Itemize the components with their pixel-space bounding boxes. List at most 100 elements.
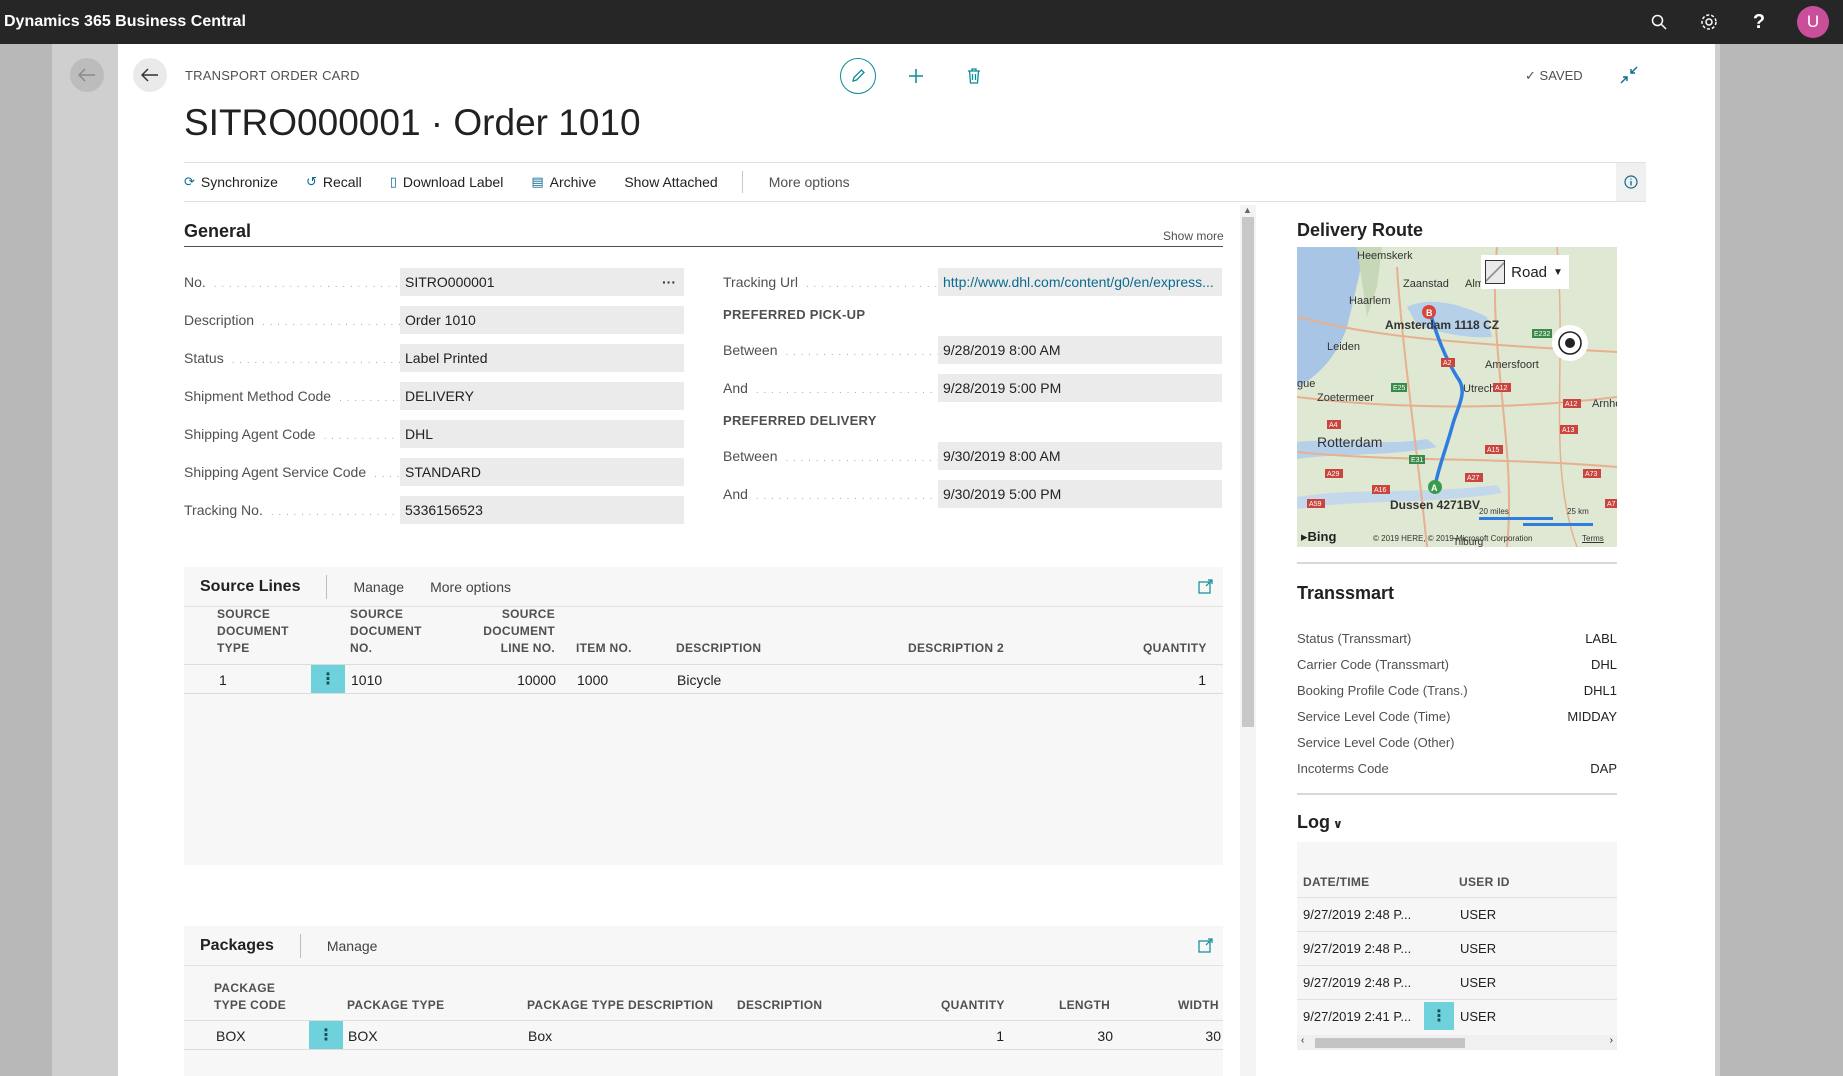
column-header-doc-type[interactable]: SOURCE DOCUMENT TYPE <box>217 607 289 655</box>
column-header-datetime[interactable]: DATE/TIME <box>1303 875 1370 889</box>
search-icon[interactable] <box>1647 10 1671 34</box>
column-header-doc-no[interactable]: SOURCE DOCUMENT NO. <box>350 607 422 655</box>
log-cell-datetime[interactable]: 9/27/2019 2:48 P... <box>1303 941 1412 956</box>
column-header-length[interactable]: LENGTH <box>1059 998 1111 1012</box>
column-header-type-code[interactable]: PACKAGE TYPE CODE <box>214 981 287 1012</box>
divider <box>184 693 1223 694</box>
column-header-description2[interactable]: DESCRIPTION 2 <box>908 641 1004 655</box>
shipment-method-input[interactable]: DELIVERY <box>400 382 684 410</box>
more-options-button[interactable]: More options <box>430 578 512 595</box>
route-map[interactable]: B A Heemskerk Zaanstad Alm Haarlem Amste… <box>1297 247 1617 547</box>
scroll-right-icon[interactable]: › <box>1609 1035 1613 1046</box>
general-heading[interactable]: General <box>184 221 252 241</box>
log-cell-datetime[interactable]: 9/27/2019 2:41 P... <box>1303 1009 1412 1024</box>
manage-button[interactable]: Manage <box>353 578 405 595</box>
more-options-button[interactable]: More options <box>768 174 850 190</box>
column-header-type-description[interactable]: PACKAGE TYPE DESCRIPTION <box>527 998 714 1012</box>
shipping-agent-input[interactable]: DHL <box>400 420 684 448</box>
scrollbar-thumb[interactable] <box>1242 217 1254 727</box>
shipping-agent-service-input[interactable]: STANDARD <box>400 458 684 486</box>
log-heading[interactable]: Log ∨ <box>1297 812 1343 832</box>
pickup-between-input[interactable]: 9/28/2019 8:00 AM <box>938 336 1222 364</box>
source-lines-title[interactable]: Source Lines <box>200 577 301 595</box>
column-header-package-type[interactable]: PACKAGE TYPE <box>347 998 445 1012</box>
packages-title[interactable]: Packages <box>200 936 274 954</box>
description-input[interactable]: Order 1010 <box>400 306 684 334</box>
log-cell-user[interactable]: USER <box>1460 975 1497 990</box>
delete-button[interactable] <box>956 58 992 94</box>
info-icon[interactable] <box>1616 163 1646 201</box>
app-title[interactable]: Dynamics 365 Business Central <box>4 13 246 30</box>
log-horizontal-scrollbar[interactable]: ‹ › <box>1297 1035 1617 1050</box>
cell-doc-no[interactable]: 1010 <box>351 672 383 688</box>
delivery-between-input[interactable]: 9/30/2019 8:00 AM <box>938 442 1222 470</box>
column-header-description[interactable]: DESCRIPTION <box>737 998 823 1012</box>
column-header-width[interactable]: WIDTH <box>1178 998 1219 1012</box>
recall-button[interactable]: ↺ Recall <box>305 174 362 190</box>
divider <box>1297 793 1617 795</box>
download-label-button[interactable]: ▯ Download Label <box>389 174 504 190</box>
column-header-description[interactable]: DESCRIPTION <box>676 641 762 655</box>
column-header-quantity[interactable]: QUANTITY <box>941 998 1005 1012</box>
field-delivery-between: Between 9/30/2019 8:00 AM <box>723 442 1222 470</box>
column-header-user[interactable]: USER ID <box>1459 875 1510 889</box>
show-more-link[interactable]: Show more <box>1163 229 1224 243</box>
cell-package-type[interactable]: BOX <box>348 1028 378 1044</box>
edit-button[interactable] <box>840 58 876 94</box>
synchronize-button[interactable]: ⟳ Synchronize <box>184 174 278 190</box>
column-header-line-no[interactable]: SOURCE DOCUMENT LINE NO. <box>483 607 555 655</box>
cell-width[interactable]: 30 <box>1205 1028 1221 1044</box>
log-cell-datetime[interactable]: 9/27/2019 2:48 P... <box>1303 907 1412 922</box>
scrollbar-thumb[interactable] <box>1315 1038 1465 1048</box>
manage-button[interactable]: Manage <box>326 937 378 954</box>
help-icon[interactable]: ? <box>1752 10 1766 33</box>
background-back-icon[interactable] <box>70 58 104 92</box>
column-header-item-no[interactable]: ITEM NO. <box>576 641 632 655</box>
cell-length[interactable]: 30 <box>1097 1028 1113 1044</box>
cell-quantity[interactable]: 1 <box>1198 672 1206 688</box>
avatar[interactable]: U <box>1797 6 1829 38</box>
map-label-alm: Alm <box>1465 278 1484 290</box>
tracking-url-link[interactable]: http://www.dhl.com/content/g0/en/express… <box>938 268 1222 296</box>
collapse-icon[interactable] <box>1620 66 1638 89</box>
carrier-code-row: Carrier Code (Transsmart) DHL <box>1297 657 1617 672</box>
log-cell-datetime[interactable]: 9/27/2019 2:48 P... <box>1303 975 1412 990</box>
cell-description[interactable]: Bicycle <box>677 672 722 688</box>
no-input[interactable]: SITRO000001 ··· <box>400 268 684 296</box>
lookup-icon[interactable]: ··· <box>662 274 676 290</box>
svg-text:A59: A59 <box>1309 501 1322 508</box>
log-cell-user[interactable]: USER <box>1460 1009 1497 1024</box>
archive-button[interactable]: ▤ Archive <box>531 174 597 190</box>
row-actions-icon[interactable]: ⋮ <box>1424 1002 1454 1030</box>
expand-icon[interactable] <box>1198 938 1213 956</box>
log-cell-user[interactable]: USER <box>1460 907 1497 922</box>
scroll-left-icon[interactable]: ‹ <box>1301 1035 1305 1046</box>
cell-doc-type[interactable]: 1 <box>219 672 227 688</box>
status-input[interactable]: Label Printed <box>400 344 684 372</box>
svg-text:A15: A15 <box>1487 447 1500 454</box>
cell-type-description[interactable]: Box <box>528 1028 553 1044</box>
column-header-quantity[interactable]: QUANTITY <box>1143 641 1207 655</box>
map-style-selector[interactable]: Road <box>1481 255 1547 289</box>
gear-icon[interactable] <box>1697 10 1721 34</box>
chevron-down-icon[interactable]: ▼ <box>1547 255 1569 289</box>
cell-item-no[interactable]: 1000 <box>577 672 609 688</box>
show-attached-button[interactable]: Show Attached <box>624 174 718 190</box>
pickup-and-input[interactable]: 9/28/2019 5:00 PM <box>938 374 1222 402</box>
log-cell-user[interactable]: USER <box>1460 941 1497 956</box>
cell-line-no[interactable]: 10000 <box>517 672 556 688</box>
cell-quantity[interactable]: 1 <box>996 1028 1004 1044</box>
cell-type-code[interactable]: BOX <box>216 1028 246 1044</box>
page-scrollbar[interactable]: ▲ <box>1240 205 1256 1076</box>
row-actions-icon[interactable]: ⋮ <box>311 665 345 693</box>
row-actions-icon[interactable]: ⋮ <box>309 1021 343 1049</box>
expand-icon[interactable] <box>1198 579 1213 597</box>
locate-icon[interactable] <box>1552 325 1588 361</box>
back-button[interactable] <box>133 58 167 92</box>
new-button[interactable] <box>898 58 934 94</box>
tracking-no-input[interactable]: 5336156523 <box>400 496 684 524</box>
scroll-up-icon[interactable]: ▲ <box>1243 205 1252 215</box>
map-terms-link[interactable]: Terms <box>1582 534 1604 543</box>
field-status: Status Label Printed <box>184 344 684 372</box>
delivery-and-input[interactable]: 9/30/2019 5:00 PM <box>938 480 1222 508</box>
